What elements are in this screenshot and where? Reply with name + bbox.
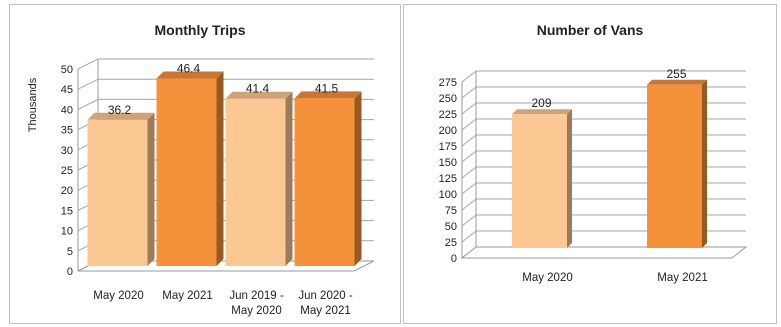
bar-side xyxy=(147,112,155,266)
data-label: 209 xyxy=(531,96,551,110)
y-tick-label: 10 xyxy=(61,226,73,238)
x-tick-label: May 2021 xyxy=(300,305,351,317)
y-tick-label: 50 xyxy=(61,64,73,76)
y-tick-label: 5 xyxy=(67,246,73,258)
bar-side xyxy=(567,109,572,249)
number-of-vans-chart-svg: Number of Vans 0 25 50 75 100 125 150 175 200 225… xyxy=(439,22,748,284)
data-label: 46.4 xyxy=(177,62,201,76)
y-tick-label: 200 xyxy=(439,125,457,137)
y-tick-label: 0 xyxy=(451,253,457,265)
x-tick-label: May 2020 xyxy=(231,305,282,317)
y-tick-label: 50 xyxy=(445,221,457,233)
y-tick-label: 45 xyxy=(61,84,73,96)
chart-floor xyxy=(460,246,748,259)
y-tick-label: 0 xyxy=(67,266,73,278)
gridline xyxy=(77,58,374,70)
y-tick-label: 100 xyxy=(439,189,457,201)
x-tick-label: May 2021 xyxy=(657,272,708,284)
y-tick-label: 225 xyxy=(439,109,457,121)
gridline xyxy=(461,70,746,83)
chart-title: Number of Vans xyxy=(537,22,644,38)
x-tick-label: May 2020 xyxy=(93,290,144,302)
y-tick-label: 275 xyxy=(439,77,457,89)
bar xyxy=(647,84,702,248)
y-tick-label: 125 xyxy=(439,173,457,185)
bar xyxy=(225,98,286,266)
bar-top xyxy=(512,109,572,115)
bar-side xyxy=(285,91,293,266)
y-tick-label: 175 xyxy=(439,141,457,153)
x-tick-label: Jun 2019 - xyxy=(229,290,284,302)
bar-top xyxy=(647,79,707,85)
bar xyxy=(87,119,148,266)
y-tick-label: 15 xyxy=(61,205,73,217)
bar-side xyxy=(702,79,707,248)
x-tick-label: May 2020 xyxy=(522,272,573,284)
x-tick-label: May 2021 xyxy=(162,290,213,302)
y-tick-label: 25 xyxy=(445,237,457,249)
bar-top xyxy=(294,91,362,99)
bar xyxy=(156,78,217,266)
monthly-trips-chart[interactable]: Monthly Trips Thousands 0 5 10 15 20 25 30 35 40… xyxy=(9,4,401,324)
monthly-trips-chart-svg: Monthly Trips Thousands 0 5 10 15 20 25 30 35 40… xyxy=(27,22,375,317)
bar-side xyxy=(354,91,362,266)
bar-top xyxy=(225,91,293,99)
bar xyxy=(294,98,355,266)
y-tick-label: 40 xyxy=(61,104,73,116)
bar xyxy=(512,114,567,249)
y-axis-label: Thousands xyxy=(27,77,39,132)
y-tick-label: 150 xyxy=(439,157,457,169)
y-tick-label: 30 xyxy=(61,145,73,157)
data-label: 36.2 xyxy=(108,103,132,117)
data-label: 255 xyxy=(666,67,686,81)
gridline xyxy=(77,78,374,90)
data-label: 41.5 xyxy=(315,81,339,95)
x-tick-label: Jun 2020 - xyxy=(298,290,353,302)
bar-side xyxy=(216,71,224,266)
number-of-vans-chart[interactable]: Number of Vans 0 25 50 75 100 125 150 175 200 225… xyxy=(403,4,777,324)
y-tick-label: 25 xyxy=(61,165,73,177)
bar-top xyxy=(87,112,155,120)
chart-title: Monthly Trips xyxy=(155,22,246,38)
y-tick-label: 20 xyxy=(61,185,73,197)
data-label: 41.4 xyxy=(246,82,270,96)
y-tick-label: 250 xyxy=(439,93,457,105)
y-tick-label: 75 xyxy=(445,205,457,217)
bar-top xyxy=(156,71,224,79)
y-tick-label: 35 xyxy=(61,125,73,137)
